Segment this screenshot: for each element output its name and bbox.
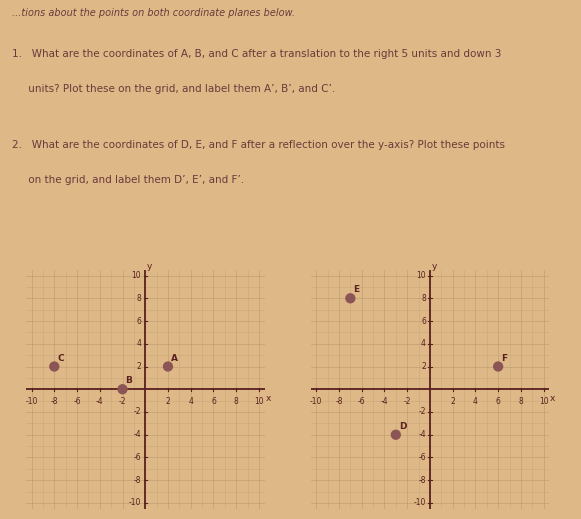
- Point: [163, 362, 173, 371]
- Text: B: B: [125, 376, 132, 385]
- Point: [493, 362, 503, 371]
- Text: -6: -6: [358, 397, 365, 406]
- Text: 2: 2: [166, 397, 170, 406]
- Text: on the grid, and label them D’, E’, and F’.: on the grid, and label them D’, E’, and …: [12, 175, 244, 185]
- Text: -8: -8: [134, 476, 141, 485]
- Text: ...tions about the points on both coordinate planes below.: ...tions about the points on both coordi…: [12, 8, 295, 18]
- Text: 4: 4: [421, 339, 426, 348]
- Text: F: F: [501, 353, 507, 363]
- Text: 2.   What are the coordinates of D, E, and F after a reflection over the y-axis?: 2. What are the coordinates of D, E, and…: [12, 140, 505, 151]
- Text: 10: 10: [539, 397, 548, 406]
- Text: -2: -2: [119, 397, 126, 406]
- Text: x: x: [266, 394, 271, 403]
- Text: 6: 6: [496, 397, 501, 406]
- Text: -10: -10: [26, 397, 38, 406]
- Point: [346, 294, 355, 303]
- Text: C: C: [57, 353, 64, 363]
- Text: y: y: [147, 262, 152, 271]
- Text: 4: 4: [473, 397, 478, 406]
- Text: x: x: [550, 394, 555, 403]
- Text: 2: 2: [137, 362, 141, 371]
- Text: 6: 6: [211, 397, 216, 406]
- Text: A: A: [171, 353, 178, 363]
- Text: 10: 10: [417, 271, 426, 280]
- Text: 2: 2: [421, 362, 426, 371]
- Text: -8: -8: [51, 397, 58, 406]
- Text: -6: -6: [134, 453, 141, 462]
- Text: -6: -6: [73, 397, 81, 406]
- Text: units? Plot these on the grid, and label them A’, B’, and C’.: units? Plot these on the grid, and label…: [12, 84, 335, 93]
- Text: 10: 10: [132, 271, 141, 280]
- Text: 2: 2: [450, 397, 455, 406]
- Text: -2: -2: [134, 407, 141, 416]
- Text: -4: -4: [96, 397, 103, 406]
- Text: 8: 8: [234, 397, 239, 406]
- Text: 6: 6: [421, 317, 426, 325]
- Text: y: y: [432, 262, 437, 271]
- Text: D: D: [399, 422, 406, 431]
- Text: 8: 8: [421, 294, 426, 303]
- Text: E: E: [353, 285, 359, 294]
- Text: -4: -4: [381, 397, 388, 406]
- Text: -4: -4: [134, 430, 141, 439]
- Text: -10: -10: [310, 397, 322, 406]
- Text: -8: -8: [418, 476, 426, 485]
- Text: -4: -4: [418, 430, 426, 439]
- Point: [49, 362, 59, 371]
- Point: [391, 431, 400, 439]
- Text: -10: -10: [129, 498, 141, 508]
- Text: -8: -8: [335, 397, 343, 406]
- Text: -2: -2: [418, 407, 426, 416]
- Text: 10: 10: [254, 397, 264, 406]
- Text: 4: 4: [137, 339, 141, 348]
- Text: 1.   What are the coordinates of A, B, and C after a translation to the right 5 : 1. What are the coordinates of A, B, and…: [12, 49, 501, 59]
- Text: 8: 8: [137, 294, 141, 303]
- Text: 8: 8: [518, 397, 523, 406]
- Text: -6: -6: [418, 453, 426, 462]
- Text: 6: 6: [137, 317, 141, 325]
- Text: -2: -2: [403, 397, 411, 406]
- Text: -10: -10: [414, 498, 426, 508]
- Point: [118, 385, 127, 393]
- Text: 4: 4: [188, 397, 193, 406]
